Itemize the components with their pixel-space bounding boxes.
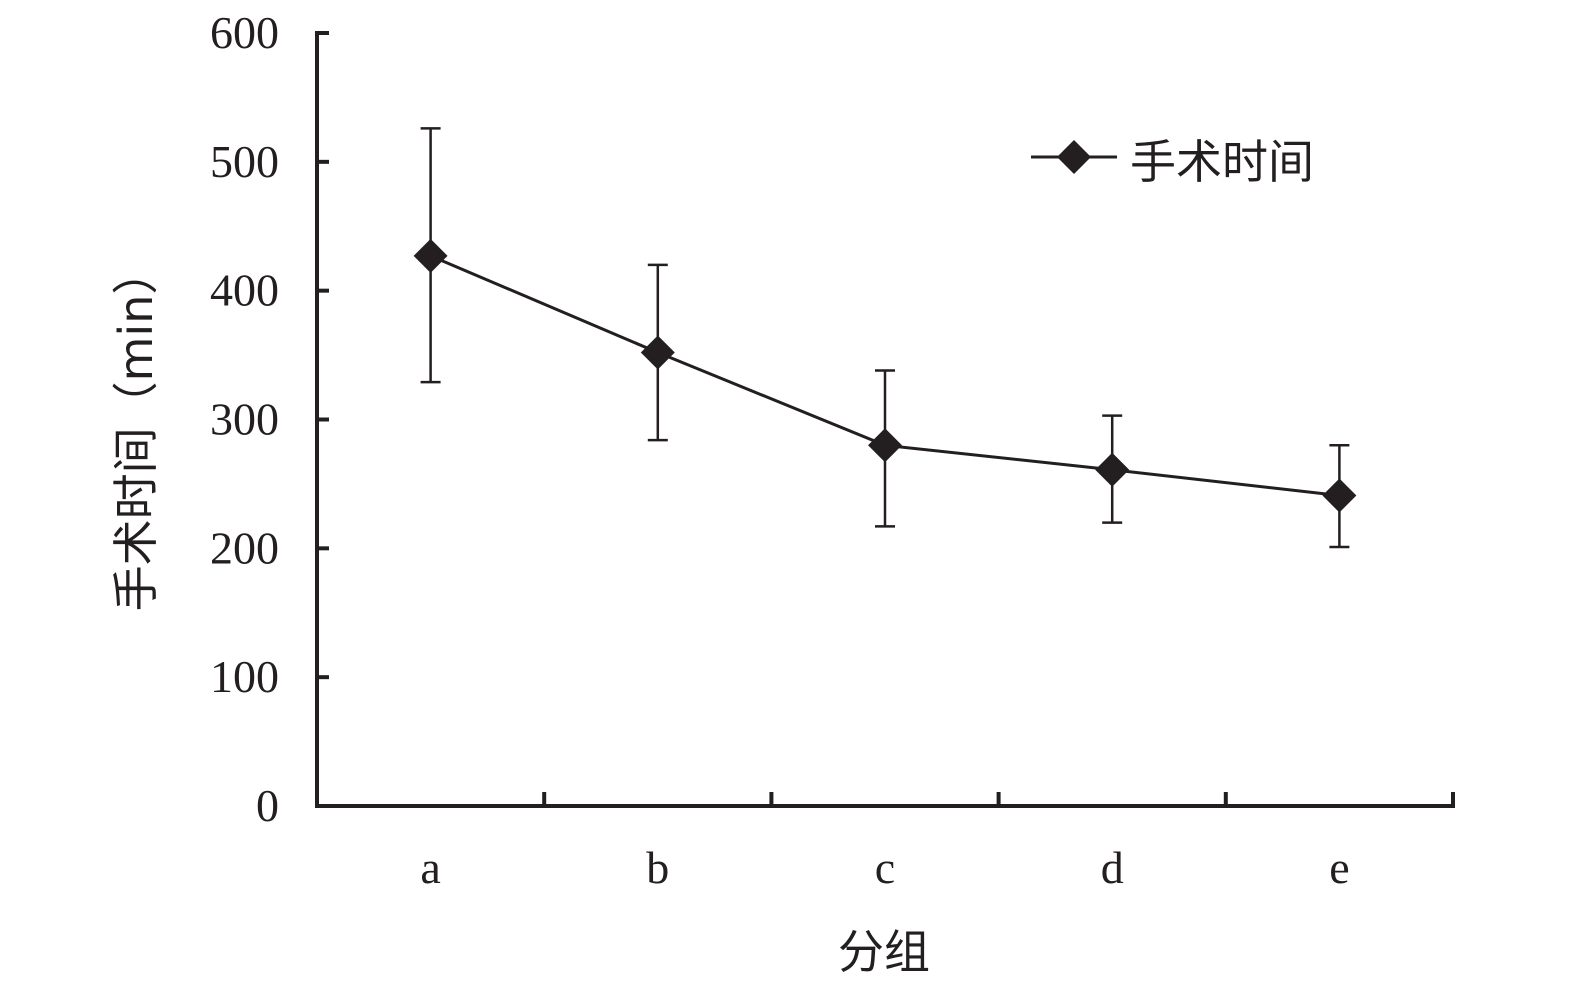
- data-point-e: [1322, 478, 1357, 513]
- x-tick-label: a: [420, 842, 440, 893]
- error-bars: [420, 127, 1350, 549]
- data-point-a: [413, 238, 448, 273]
- legend-marker: [1057, 140, 1091, 174]
- data-point-d: [1095, 452, 1130, 487]
- y-tick-label: 400: [210, 265, 279, 316]
- y-tick-label: 500: [210, 136, 279, 187]
- y-tick-label: 600: [210, 7, 279, 58]
- y-tick-label: 0: [256, 780, 279, 831]
- data-markers: [413, 238, 1357, 513]
- data-point-c: [868, 428, 902, 463]
- x-ticks: a b c d e: [420, 792, 1455, 893]
- x-tick-label: e: [1329, 842, 1349, 893]
- y-tick-label: 100: [210, 651, 279, 702]
- x-axis-title: 分组: [838, 925, 930, 979]
- data-point-b: [640, 335, 675, 370]
- x-tick-label: b: [646, 842, 669, 893]
- y-tick-label: 200: [210, 522, 279, 573]
- legend-label: 手术时间: [1130, 135, 1314, 189]
- x-tick-label: c: [875, 842, 895, 893]
- y-ticks: 0 100 200 300 400 500 600: [210, 7, 329, 831]
- y-tick-label: 300: [210, 394, 279, 445]
- legend: 手术时间: [1031, 135, 1314, 189]
- x-tick-label: d: [1101, 842, 1124, 893]
- y-axis-title: 手术时间（min）: [109, 249, 163, 612]
